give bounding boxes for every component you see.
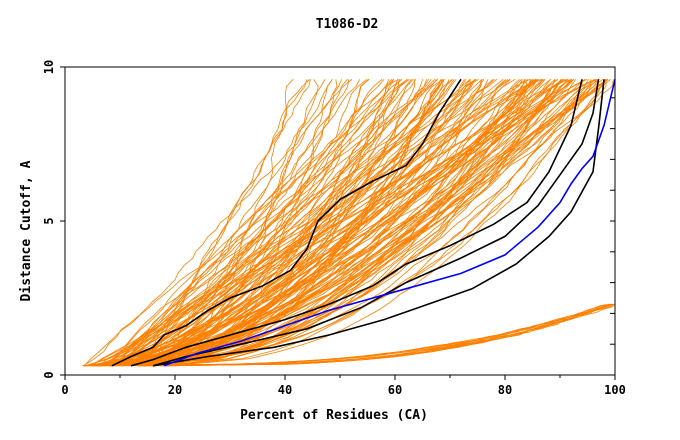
model-curve xyxy=(125,79,495,366)
model-curve xyxy=(117,78,494,367)
model-curve xyxy=(163,79,333,366)
x-tick-label: 80 xyxy=(498,383,512,397)
model-curve xyxy=(118,79,569,367)
chart-title: T1086-D2 xyxy=(316,17,379,32)
model-curve xyxy=(160,78,471,367)
y-axis-label: Distance Cutoff, A xyxy=(19,160,34,301)
model-curve xyxy=(100,78,403,367)
x-tick-label: 60 xyxy=(388,383,402,397)
model-curve xyxy=(126,78,537,366)
model-curve xyxy=(106,79,408,367)
model-curve xyxy=(149,78,564,367)
model-curve xyxy=(163,79,453,367)
model-curve xyxy=(165,303,611,367)
series-layer xyxy=(81,78,616,367)
model-curve xyxy=(95,78,539,367)
model-curve xyxy=(93,79,562,367)
y-tick-label: 5 xyxy=(42,217,56,224)
ticks-layer: 0 20 40 60 80 100 0 5 10 xyxy=(42,60,626,397)
target-curve xyxy=(163,79,616,367)
highlighted-curve-2 xyxy=(130,79,583,367)
highlighted-curve-3 xyxy=(152,79,600,367)
model-curve xyxy=(144,78,408,366)
model-curve xyxy=(124,78,498,367)
x-tick-label: 100 xyxy=(604,383,626,397)
model-curve xyxy=(104,79,360,367)
x-tick-label: 40 xyxy=(278,383,292,397)
model-curve xyxy=(160,78,539,367)
model-curve xyxy=(121,78,545,367)
model-curve xyxy=(94,78,596,367)
model-curve xyxy=(165,79,338,367)
highlighted-curve-1 xyxy=(111,78,462,367)
model-curve xyxy=(98,78,566,367)
model-curve xyxy=(95,303,614,367)
model-curve xyxy=(87,78,516,367)
model-curve xyxy=(111,79,606,367)
model-curve xyxy=(100,78,563,367)
model-curve xyxy=(172,79,333,367)
model-curve xyxy=(129,79,401,367)
model-curve xyxy=(110,79,535,367)
x-tick-label: 20 xyxy=(168,383,182,397)
model-curve xyxy=(124,79,436,367)
model-curve xyxy=(141,79,393,366)
x-tick-label: 0 xyxy=(61,383,68,397)
model-curve xyxy=(122,79,608,367)
model-curve xyxy=(118,78,439,366)
model-curve xyxy=(81,79,472,367)
model-curve xyxy=(159,78,597,367)
model-curve xyxy=(162,79,457,367)
model-curve xyxy=(119,79,599,367)
model-curve xyxy=(108,79,412,367)
model-curve xyxy=(130,78,477,367)
model-curve xyxy=(170,79,395,367)
model-curve xyxy=(83,78,353,367)
model-curve xyxy=(163,303,611,367)
model-curve xyxy=(115,78,611,367)
model-curve xyxy=(127,78,600,367)
model-curve xyxy=(110,78,511,367)
model-curve xyxy=(111,78,369,367)
model-curve xyxy=(83,79,432,367)
model-curve xyxy=(92,79,591,367)
model-curve xyxy=(173,79,394,366)
model-curve xyxy=(88,79,520,367)
y-tick-label: 10 xyxy=(42,60,56,74)
x-axis-label: Percent of Residues (CA) xyxy=(240,408,428,423)
model-curve xyxy=(138,78,509,367)
model-curve xyxy=(90,78,603,367)
highlighted-curve-4 xyxy=(152,79,605,367)
y-tick-label: 0 xyxy=(42,371,56,378)
model-curve xyxy=(116,78,586,367)
